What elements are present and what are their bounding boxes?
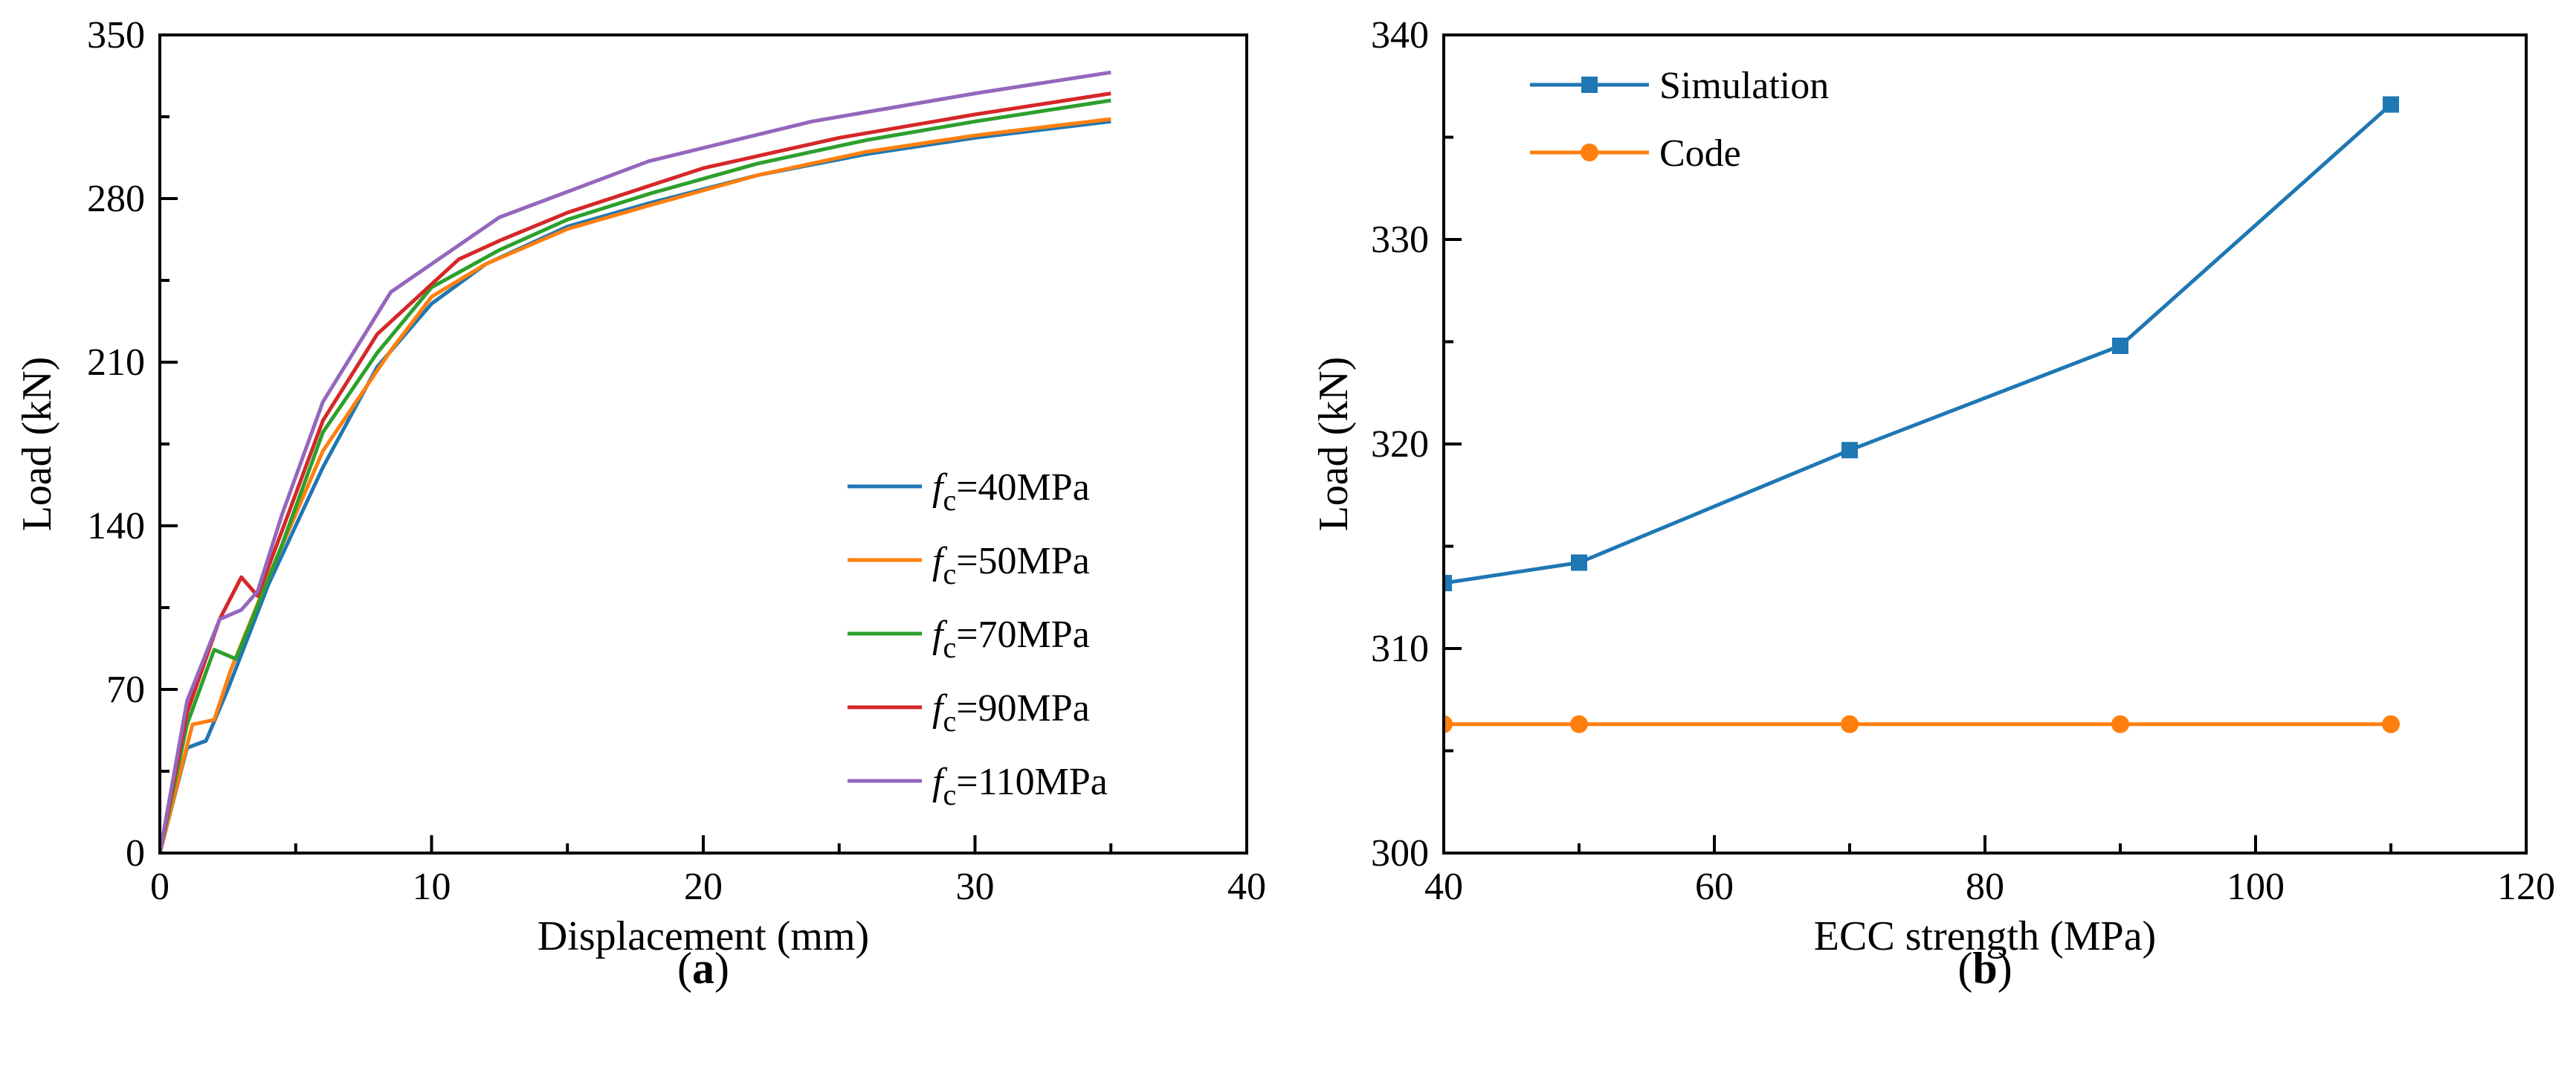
data-point-square bbox=[2112, 338, 2128, 354]
y-tick-label: 70 bbox=[106, 669, 145, 711]
legend-subscript: c bbox=[943, 557, 956, 591]
x-tick-label: 60 bbox=[1695, 866, 1734, 908]
plot-area bbox=[1444, 96, 2400, 733]
data-point-square bbox=[1841, 442, 1858, 459]
x-axis-label: ECC strength (MPa) bbox=[1814, 913, 2156, 959]
data-point-circle bbox=[2111, 715, 2129, 733]
panel-label: (b) bbox=[1957, 944, 2012, 993]
x-axis-label: Displacement (mm) bbox=[538, 913, 869, 959]
data-point-circle bbox=[1841, 715, 1859, 733]
x-tick-label: 40 bbox=[1227, 866, 1266, 908]
panel-paren-open: ( bbox=[677, 944, 692, 993]
legend-subscript: c bbox=[943, 631, 956, 664]
legend-subscript: c bbox=[943, 704, 956, 738]
y-tick-label: 0 bbox=[126, 832, 145, 875]
series-line-4 bbox=[160, 91, 1111, 853]
chart-b: 40 60 80 100 120 300 310 320 330 340 ECC strength … bbox=[1311, 14, 2555, 993]
x-tick-label: 100 bbox=[2227, 866, 2285, 908]
x-tick-label: 0 bbox=[150, 866, 170, 908]
y-tick-label: 350 bbox=[87, 14, 145, 57]
legend-subscript: c bbox=[943, 778, 956, 811]
panel-label: (a) bbox=[677, 944, 729, 993]
y-tick-label: 300 bbox=[1371, 832, 1429, 875]
series-line-5 bbox=[160, 70, 1111, 853]
data-point-circle bbox=[1570, 715, 1588, 733]
y-tick-label: 140 bbox=[87, 505, 145, 547]
legend-subscript: c bbox=[943, 483, 956, 517]
x-tick-label: 20 bbox=[684, 866, 723, 908]
legend-rest: =70MPa bbox=[956, 614, 1090, 656]
panel-paren-close: ) bbox=[1998, 944, 2012, 993]
data-point-square bbox=[1571, 554, 1587, 571]
y-axis-label: Load (kN) bbox=[1311, 357, 1357, 532]
data-point-circle bbox=[1444, 715, 1453, 733]
x-tick-label: 30 bbox=[956, 866, 995, 908]
data-point-square bbox=[1444, 575, 1452, 591]
panel-letter: a bbox=[692, 944, 714, 993]
y-tick-label: 280 bbox=[87, 178, 145, 220]
panel-paren-close: ) bbox=[714, 944, 729, 993]
legend-rest: =50MPa bbox=[956, 540, 1090, 582]
y-tick-label: 330 bbox=[1371, 219, 1429, 261]
legend-label-1: Simulation bbox=[1659, 65, 1829, 107]
y-tick-label: 310 bbox=[1371, 628, 1429, 670]
data-point-circle bbox=[2382, 715, 2400, 733]
y-tick-label: 210 bbox=[87, 341, 145, 384]
legend-marker-circle bbox=[1581, 144, 1598, 161]
panel-letter: b bbox=[1972, 944, 1997, 993]
y-axis-label: Load (kN) bbox=[14, 357, 60, 532]
panel-paren-open: ( bbox=[1957, 944, 1972, 993]
legend-rest: =40MPa bbox=[956, 466, 1090, 509]
legend-marker-square bbox=[1581, 77, 1598, 93]
x-tick-label: 40 bbox=[1424, 866, 1463, 908]
legend-rest: =90MPa bbox=[956, 687, 1090, 730]
x-tick-label: 80 bbox=[1966, 866, 2004, 908]
y-tick-label: 340 bbox=[1371, 14, 1429, 57]
legend-label-4: fc=90MPa bbox=[932, 687, 1090, 738]
legend-label-2: Code bbox=[1659, 132, 1741, 175]
legend-label-1: fc=40MPa bbox=[932, 466, 1090, 517]
legend-label-5: fc=110MPa bbox=[932, 761, 1108, 811]
x-tick-label: 120 bbox=[2497, 866, 2555, 908]
series-line-3 bbox=[160, 98, 1111, 853]
x-tick-label: 10 bbox=[413, 866, 451, 908]
series-line-2 bbox=[160, 117, 1111, 853]
y-tick-label: 320 bbox=[1371, 423, 1429, 466]
legend-label-3: fc=70MPa bbox=[932, 614, 1090, 664]
legend-rest: =110MPa bbox=[956, 761, 1108, 803]
plot-area bbox=[160, 70, 1111, 853]
data-point-square bbox=[2383, 96, 2399, 113]
legend: Simulation Code bbox=[1530, 65, 1829, 175]
